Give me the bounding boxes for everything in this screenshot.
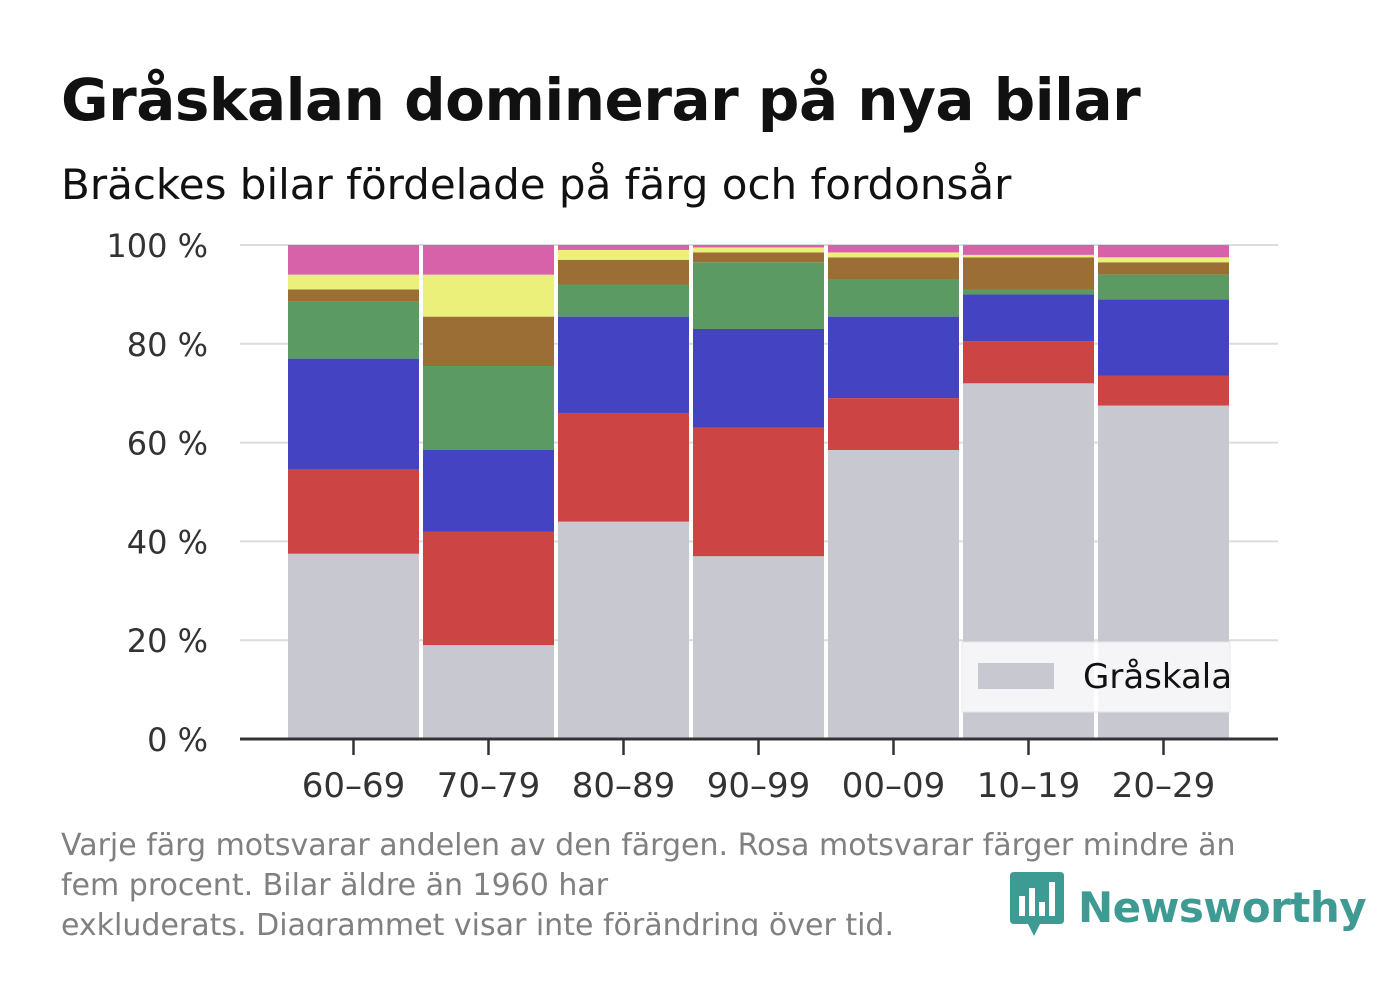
x-tick-label: 90–99 <box>707 766 811 806</box>
bar-segment <box>558 284 689 317</box>
footnote-line-1: Varje färg motsvarar andelen av den färg… <box>61 828 1236 863</box>
footnote: Varje färg motsvarar andelen av den färg… <box>61 826 1301 936</box>
bar-segment <box>1098 299 1229 376</box>
bar-segment <box>423 274 554 317</box>
bar-segment <box>693 427 824 557</box>
x-tick-label: 60–69 <box>302 766 406 806</box>
y-tick-label: 80 % <box>127 326 208 364</box>
bar-segment <box>828 398 959 451</box>
bar-chart-speech-bubble-icon <box>1010 872 1064 942</box>
stacked-bar-chart: 0 % 20 % 40 % 60 % 80 % 100 % 60–69 70–79 80–89 9… <box>106 227 1278 806</box>
bar-segment <box>423 366 554 451</box>
x-tick-label: 10–19 <box>977 766 1081 806</box>
bar-segment <box>693 252 824 263</box>
footnote-line-3: exkluderats. Diagrammet visar inte förän… <box>61 908 895 936</box>
x-tick-label: 00–09 <box>842 766 946 806</box>
bar-segment <box>828 257 959 280</box>
y-tick-label: 60 % <box>127 425 208 463</box>
bar-segment <box>1098 257 1229 263</box>
x-tick-label: 70–79 <box>437 766 541 806</box>
bar-segment <box>288 289 419 302</box>
bar-segment <box>423 316 554 367</box>
y-tick-label: 0 % <box>147 721 208 759</box>
y-tick-label: 20 % <box>127 622 208 660</box>
bar-segment <box>828 450 959 739</box>
legend-label: Gråskala <box>1083 657 1232 697</box>
bar-segment <box>558 249 689 260</box>
bar-segment <box>963 289 1094 295</box>
bar-segment <box>1098 375 1229 406</box>
bar-segment <box>1098 262 1229 275</box>
bar-segment <box>693 262 824 329</box>
bar-segment <box>288 358 419 470</box>
bar-segment <box>558 412 689 522</box>
bar-segment <box>288 245 419 275</box>
bar-segment <box>693 245 824 248</box>
bar-segment <box>693 556 824 739</box>
bar-segment <box>828 245 959 253</box>
bar-segment <box>963 341 1094 384</box>
footnote-line-2: fem procent. Bilar äldre än 1960 har <box>61 868 609 903</box>
bar-segment <box>828 279 959 317</box>
bar-segment <box>1098 245 1229 258</box>
chart-subtitle: Bräckes bilar fördelade på färg och ford… <box>61 160 1012 209</box>
bar-segment <box>288 553 419 739</box>
bar-segment <box>288 469 419 554</box>
chart-title: Gråskalan dominerar på nya bilar <box>61 66 1141 134</box>
bar-segment <box>423 531 554 646</box>
bar-segment <box>423 450 554 532</box>
bar-segment <box>963 254 1094 258</box>
bar-segment <box>963 257 1094 290</box>
x-tick-label: 20–29 <box>1112 766 1216 806</box>
y-tick-label: 40 % <box>127 523 208 561</box>
bar-segment <box>963 294 1094 342</box>
bar-segment <box>423 245 554 275</box>
bar-segment <box>558 521 689 739</box>
bar-segment <box>558 245 689 250</box>
bar-segment <box>288 274 419 290</box>
bar-segment <box>558 259 689 285</box>
bar-segment <box>423 645 554 739</box>
bar-segment <box>963 245 1094 255</box>
bar-segment <box>828 316 959 399</box>
bar-segment <box>288 301 419 359</box>
x-tick-label: 80–89 <box>572 766 676 806</box>
bar-segment <box>828 252 959 258</box>
bar-segment <box>693 247 824 253</box>
y-tick-label: 100 % <box>106 227 208 265</box>
bar-segment <box>558 316 689 413</box>
bar-segment <box>1098 274 1229 300</box>
brand-name: Newsworthy <box>1078 882 1367 932</box>
bar-segment <box>693 328 824 428</box>
legend-swatch <box>978 663 1054 689</box>
newsworthy-logo: Newsworthy <box>1010 872 1367 942</box>
